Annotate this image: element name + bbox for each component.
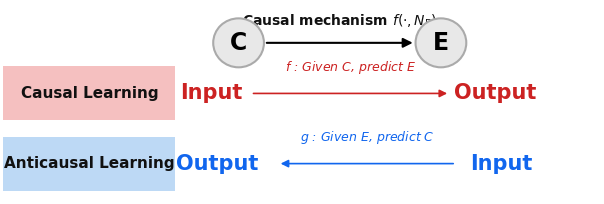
Text: Causal mechanism $f(\cdot, N_\mathrm{E})$: Causal mechanism $f(\cdot, N_\mathrm{E})… <box>242 12 437 30</box>
Text: Anticausal Learning: Anticausal Learning <box>4 156 175 171</box>
Text: C: C <box>230 31 247 55</box>
Text: E: E <box>433 31 449 55</box>
Text: Input: Input <box>180 83 243 103</box>
Ellipse shape <box>416 18 466 67</box>
Ellipse shape <box>213 18 264 67</box>
Text: Input: Input <box>470 154 533 174</box>
Text: Output: Output <box>454 83 536 103</box>
Text: Causal Learning: Causal Learning <box>21 86 158 101</box>
Text: $g$ : Given E, predict C: $g$ : Given E, predict C <box>300 130 434 146</box>
FancyBboxPatch shape <box>3 66 175 120</box>
Text: $f$ : Given C, predict E: $f$ : Given C, predict E <box>284 60 416 76</box>
FancyBboxPatch shape <box>3 137 175 191</box>
Text: Output: Output <box>176 154 259 174</box>
